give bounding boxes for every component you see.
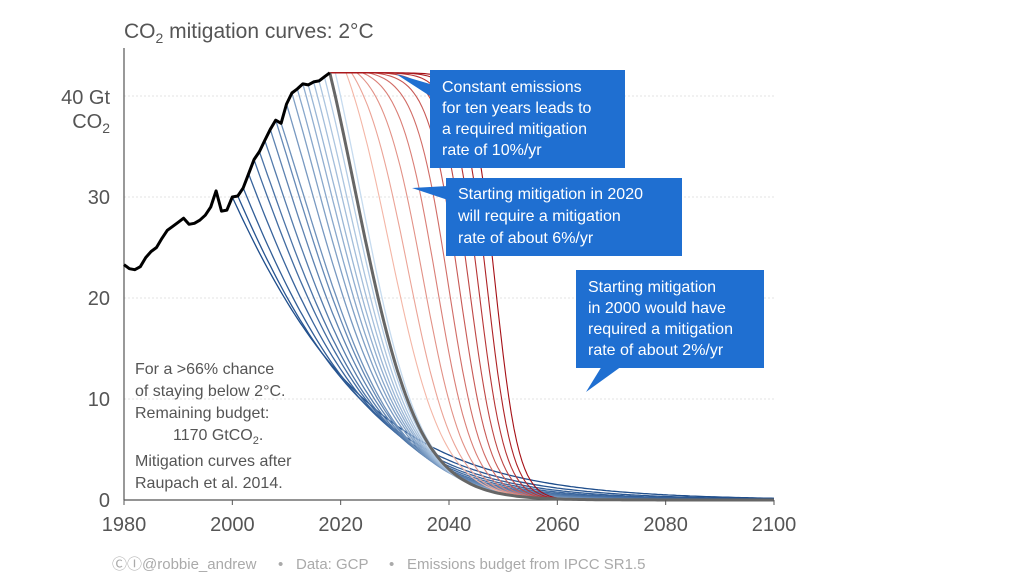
scenario-curve-start-2001 xyxy=(237,195,775,500)
title-subscript: 2 xyxy=(156,30,164,46)
note-line4: 1170 GtCO2. xyxy=(173,427,263,447)
callout-2020-line3: rate of about 6%/yr xyxy=(458,230,594,247)
x-tick-label-2100: 2100 xyxy=(752,514,797,536)
callout-2000-line1: Starting mitigation xyxy=(588,279,716,296)
x-tick-label-1980: 1980 xyxy=(102,514,147,536)
x-tick-label-2080: 2080 xyxy=(643,514,688,536)
callout-2000-line2: in 2000 would have xyxy=(588,300,726,317)
y-tick-labels: 0 10 20 30 xyxy=(88,187,110,512)
note-line5: Mitigation curves after xyxy=(135,453,292,470)
callout-constant-line3: a required mitigation xyxy=(442,121,587,138)
x-tick-label-2040: 2040 xyxy=(427,514,472,536)
callout-start-2000: Starting mitigation in 2000 would have r… xyxy=(576,270,764,392)
callout-constant-line2: for ten years leads to xyxy=(442,100,592,117)
y-axis-label-line2: CO2 xyxy=(72,111,110,136)
footer: ⒸⒾ@robbie_andrew • Data: GCP • Emissions… xyxy=(112,556,645,573)
callout-constant-line1: Constant emissions xyxy=(442,79,582,96)
callout-2020-line2: will require a mitigation xyxy=(457,208,621,225)
y-tick-label-0: 0 xyxy=(99,490,110,512)
historical-emissions xyxy=(123,71,331,272)
callout-start-2020: Starting mitigation in 2020 will require… xyxy=(412,178,682,256)
y-tick-label-30: 30 xyxy=(88,187,110,209)
note-line6: Raupach et al. 2014. xyxy=(135,475,283,492)
callout-2020-line1: Starting mitigation in 2020 xyxy=(458,186,643,203)
footer-sep-2: • xyxy=(389,556,394,573)
footer-data: Data: GCP xyxy=(296,556,369,573)
note-line2: of staying below 2°C. xyxy=(135,383,285,400)
callout-constant-emissions: Constant emissions for ten years leads t… xyxy=(396,70,625,168)
x-tick-label-2020: 2020 xyxy=(318,514,363,536)
y-tick-label-10: 10 xyxy=(88,389,110,411)
x-tick-label-2000: 2000 xyxy=(210,514,255,536)
y-axis-label-line1: 40 Gt xyxy=(61,87,110,109)
callout-constant-line4: rate of 10%/yr xyxy=(442,142,542,159)
x-tick-labels: 1980 2000 2020 2040 2060 2080 2100 xyxy=(102,500,797,536)
note-line1: For a >66% chance xyxy=(135,361,274,378)
scenario-curves xyxy=(231,72,775,502)
footer-author: ⒸⒾ@robbie_andrew xyxy=(112,556,257,573)
historical-line xyxy=(123,71,331,272)
footer-budget: Emissions budget from IPCC SR1.5 xyxy=(407,556,645,573)
callout-2000-line3: required a mitigation xyxy=(588,321,733,338)
y-tick-label-20: 20 xyxy=(88,288,110,310)
note-line3: Remaining budget: xyxy=(135,405,269,422)
chart-title: CO2 mitigation curves: 2°C xyxy=(124,20,374,46)
budget-note: For a >66% chance of staying below 2°C. … xyxy=(135,361,292,492)
callout-2000-line4: rate of about 2%/yr xyxy=(588,342,724,359)
scenario-curve-highlight xyxy=(328,72,774,502)
x-tick-label-2060: 2060 xyxy=(535,514,580,536)
footer-sep-1: • xyxy=(278,556,283,573)
